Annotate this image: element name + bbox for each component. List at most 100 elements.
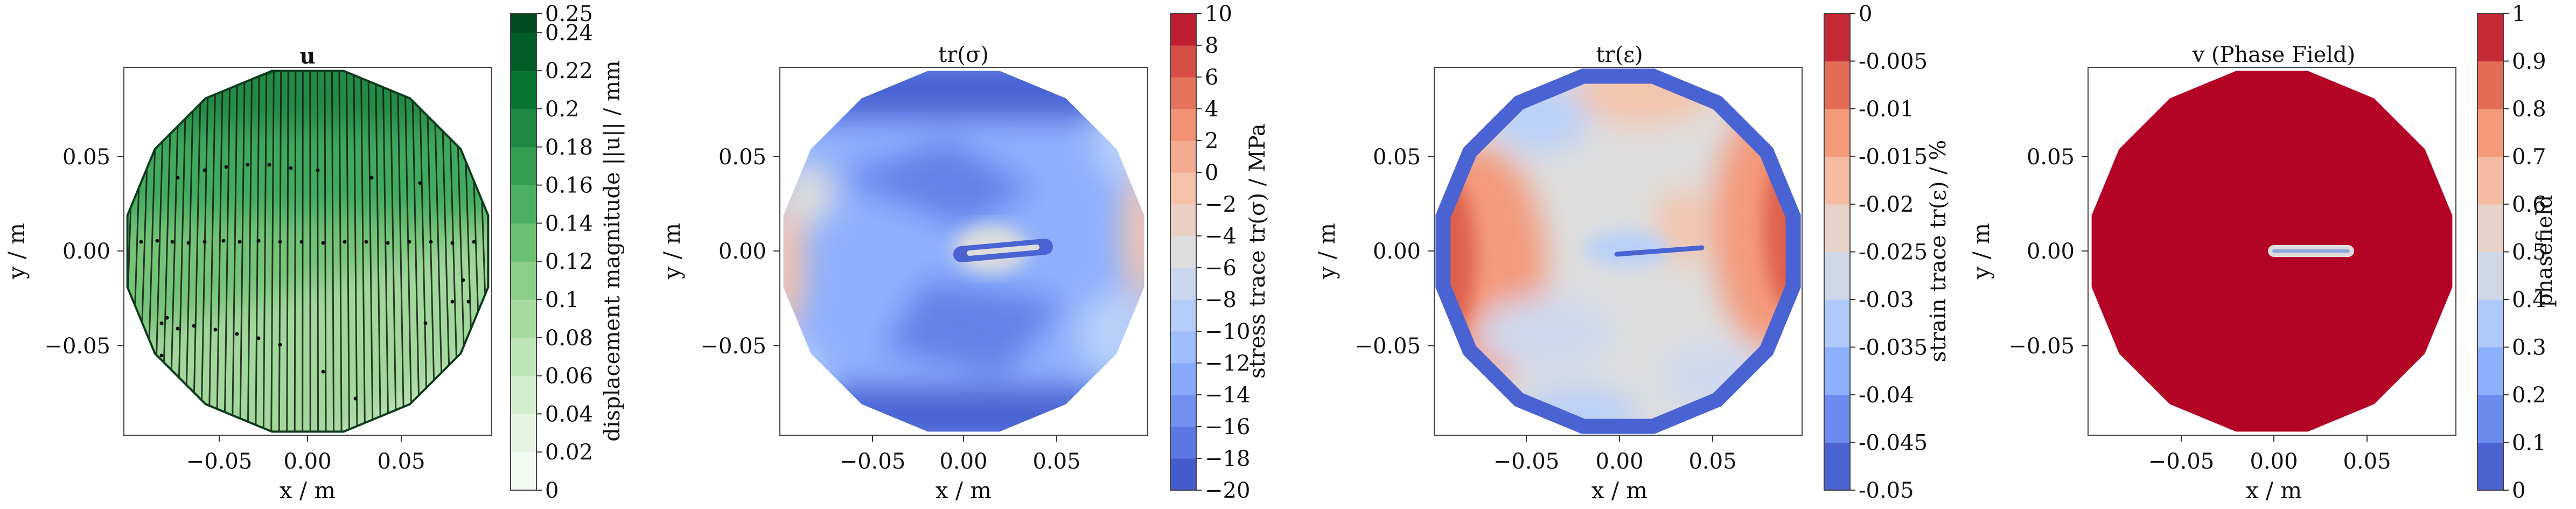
colorbar-tick-label: 0 [1205, 161, 1218, 185]
streamline-seed [155, 239, 159, 243]
streamline [239, 71, 246, 432]
colorbar-tick-label: -0.03 [1859, 288, 1914, 312]
streamline [418, 71, 428, 432]
streamline [331, 71, 335, 432]
y-tick-label: −0.05 [1355, 334, 1421, 359]
colorbar-level [1170, 45, 1196, 78]
colorbar-level [1170, 395, 1196, 427]
colorbar-tick-label: 0.14 [545, 211, 593, 236]
streamline [324, 71, 327, 432]
colorbar-level [1824, 204, 1850, 252]
colorbar-level [511, 261, 536, 300]
streamline-seed [238, 240, 242, 244]
colorbar-tick-label: -0.02 [1859, 192, 1914, 217]
y-tick-label: −0.05 [700, 334, 766, 359]
colorbar-level [511, 223, 536, 262]
streamline [278, 71, 282, 432]
y-tick-label: 0.05 [2027, 145, 2075, 170]
colorbar-tick-label: -0.035 [1859, 336, 1928, 360]
y-tick-label: 0.00 [718, 239, 766, 264]
colorbar-level [1170, 236, 1196, 268]
streamline [411, 71, 421, 432]
colorbar-tick-label: −18 [1205, 447, 1250, 471]
streamline-seed [321, 241, 325, 245]
colorbar-label: displacement magnitude ||u|| / mm [600, 60, 625, 442]
panel-title: tr(ε) [1596, 43, 1643, 67]
colorbar-level [511, 32, 536, 71]
streamline-seed [256, 239, 261, 243]
x-ticks [219, 435, 402, 442]
streamline [360, 71, 366, 432]
field-stress [783, 71, 1144, 432]
streamline [338, 71, 343, 432]
y-tick-label: 0.05 [62, 145, 110, 170]
x-axis-label: x / m [936, 477, 992, 504]
streamline [270, 71, 275, 432]
colorbar-level [1824, 61, 1850, 109]
panel-strain: −0.05 0.00 0.05 0.05 0.00 −0.05 x / m y … [1314, 2, 1951, 504]
colorbar-level [511, 13, 536, 33]
colorbar-level [511, 337, 536, 376]
colorbar-level [1170, 299, 1196, 332]
streamline-seed [203, 240, 207, 244]
streamline [224, 71, 231, 432]
colorbar-level [1170, 268, 1196, 300]
streamline [200, 71, 210, 432]
y-axis-label: y / m [659, 223, 685, 280]
colorbar-tick-label: 6 [1205, 65, 1218, 90]
streamline-seed [343, 240, 347, 244]
x-tick-label: −0.05 [1493, 449, 1560, 474]
colorbar-tick-label: -0.05 [1859, 478, 1914, 503]
streamline-seed [364, 240, 368, 244]
colorbar-level [1170, 13, 1196, 46]
colorbar-tick-label: 0.3 [2512, 336, 2546, 360]
colorbar-level [511, 185, 536, 224]
streamline-seed [224, 165, 228, 169]
x-tick-label: 0.00 [283, 449, 331, 474]
x-axis-label: x / m [280, 477, 336, 504]
panel-title: tr(σ) [938, 43, 989, 67]
colorbar-frame [510, 13, 537, 491]
colorbar-tick-label: -0.025 [1859, 240, 1928, 265]
colorbar-label: stress trace tr(σ) / MPa [1245, 123, 1270, 379]
colorbar-level [2477, 347, 2503, 395]
colorbar-tick-label: −6 [1205, 256, 1237, 281]
colorbar-tick-label: -0.005 [1859, 50, 1928, 74]
colorbar-tick-label: 0.6 [2512, 192, 2546, 217]
field-strain [1437, 71, 1799, 432]
colorbar-tick-label: 0.2 [2512, 383, 2546, 408]
colorbar-level [511, 452, 536, 491]
colorbar-tick-label: 0.08 [545, 326, 593, 351]
panel-phasefield: −0.05 0.00 0.05 0.05 0.00 −0.05 x / m y … [1968, 2, 2557, 504]
streamline-seed [235, 332, 239, 336]
x-axis-label: x / m [2246, 477, 2302, 504]
colorbar-level [1824, 13, 1850, 61]
colorbar-tick-label: 0.04 [545, 402, 593, 427]
colorbar-tick-label: 0.12 [545, 249, 593, 274]
streamline [255, 71, 260, 432]
y-ticks [2082, 156, 2088, 346]
streamline-seed [289, 166, 293, 170]
colorbar-tick-label: −4 [1205, 224, 1237, 249]
colorbar-tick-label: 0.02 [545, 440, 593, 465]
colorbar-tick-label: 0.25 [545, 2, 593, 26]
colorbar-level [1170, 331, 1196, 364]
colorbar-tick-label: 0.8 [2512, 97, 2546, 122]
colorbar-tick-label: 2 [1205, 129, 1218, 154]
colorbar-level [1170, 204, 1196, 236]
colorbar-tick-label: -0.04 [1859, 383, 1914, 408]
y-axis-label: y / m [3, 223, 30, 280]
streamline [367, 71, 374, 432]
panel-stress: −0.05 0.00 0.05 0.05 0.00 −0.05 x / m y … [659, 2, 1270, 504]
streamline-seed [159, 321, 164, 325]
streamline-seed [278, 343, 282, 347]
colorbar-tick-label: 0.7 [2512, 145, 2546, 170]
y-ticks [117, 156, 124, 346]
colorbar-frame [1170, 13, 1197, 491]
x-tick-label: 0.05 [1688, 449, 1736, 474]
colorbar-level [2477, 13, 2503, 61]
colorbar-tick-label: 0 [2512, 478, 2525, 503]
streamline-seed [429, 240, 433, 244]
colorbar-tick-label: −16 [1205, 415, 1250, 440]
